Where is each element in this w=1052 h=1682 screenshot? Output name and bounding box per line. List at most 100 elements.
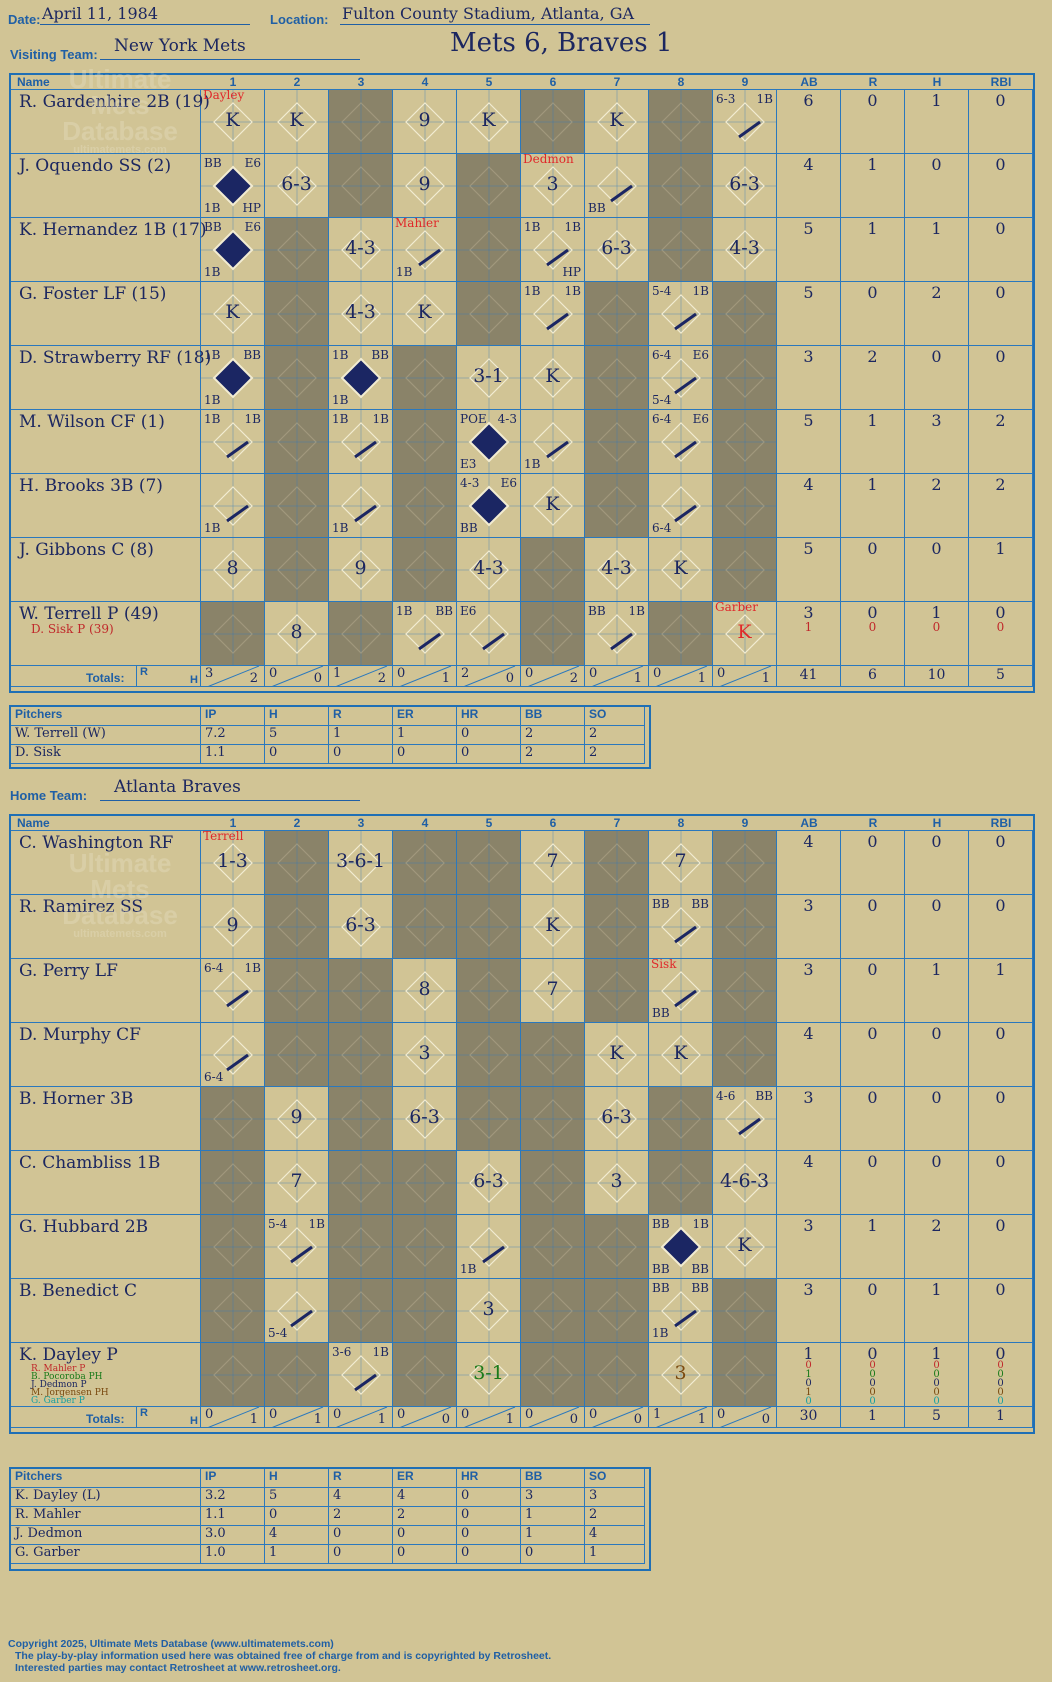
inning-header: 3 (357, 75, 365, 89)
pitcher-stat: 0 (457, 726, 521, 745)
play-result: K (737, 1234, 752, 1256)
diamond-graphic (201, 282, 265, 346)
diamond-graphic (393, 1023, 457, 1087)
player-name-cell: G. Hubbard 2B (11, 1215, 201, 1279)
scoring-cell (393, 831, 457, 895)
diamond-graphic (457, 346, 521, 410)
diamond-graphic (393, 1279, 457, 1343)
scoring-cell: K (201, 282, 265, 346)
play-result: 4-3 (729, 237, 760, 259)
diamond-graphic (585, 474, 649, 538)
diamond-graphic (585, 1279, 649, 1343)
scoring-cell (265, 346, 329, 410)
scoring-cell: 9 (265, 1087, 329, 1151)
stat-value: 0 (867, 1152, 878, 1171)
play-result: 4-3 (473, 557, 504, 579)
pitcher-stat: 2 (521, 726, 585, 745)
base-note: BB (435, 604, 453, 618)
game-total-value: 41 (799, 667, 818, 683)
stat-value: 5 (803, 219, 814, 238)
stat-value: 0 (995, 283, 1006, 302)
diamond-graphic (457, 1023, 521, 1087)
diamond-graphic (649, 1023, 713, 1087)
play-result: K (289, 109, 304, 131)
stat-cell: 0 (969, 1023, 1033, 1087)
sub-stat-value: 0 (996, 620, 1005, 634)
play-result: 1-3 (217, 850, 248, 872)
base-note: HP (562, 265, 581, 279)
pitcher-stat: 4 (585, 1526, 645, 1545)
base-note: 1B (524, 284, 541, 298)
game-date: April 11, 1984 (42, 4, 159, 23)
total-divider (718, 666, 772, 687)
player-name: D. Murphy CF (19, 1025, 141, 1045)
inning-header: 4 (421, 816, 429, 830)
watermark-line1: Ultimate (68, 64, 172, 94)
total-divider (526, 666, 580, 687)
stat-value: 0 (995, 832, 1006, 851)
scoring-cell: BB (585, 154, 649, 218)
pitcher-name: J. Dedmon (11, 1526, 201, 1545)
header-divider (11, 830, 1033, 831)
stat-value: 0 (867, 283, 878, 302)
pitcher-stat: 2 (393, 1507, 457, 1526)
stat-cell: 3 (777, 959, 841, 1023)
stat-cell: 4 (777, 831, 841, 895)
scoring-cell: 7 (521, 959, 585, 1023)
diamond-graphic (521, 474, 585, 538)
substitute-name: R. Mahler P (31, 1364, 86, 1374)
play-result: 6-3 (729, 173, 760, 195)
diamond-graphic (521, 538, 585, 602)
diamond-graphic (585, 1087, 649, 1151)
player-name: C. Chambliss 1B (19, 1153, 161, 1173)
stat-cell: 0 (905, 1087, 969, 1151)
footer-copyright: Copyright 2025, Ultimate Mets Database (… (8, 1638, 334, 1650)
diamond-graphic (265, 410, 329, 474)
sub-stat-value: 1 (805, 1387, 812, 1398)
scoring-cell: 1B Mahler (393, 216, 457, 282)
diamond-graphic (265, 154, 329, 218)
diamond-graphic (521, 1151, 585, 1215)
pitcher-stat: 4 (265, 1526, 329, 1545)
base-note: BB (204, 220, 222, 234)
player-name: B. Benedict C (19, 1281, 137, 1301)
scoring-cell: 4-3 E6 BB (457, 474, 521, 538)
stat-value: 0 (867, 896, 878, 915)
home-pitchers-table: Pitchers IP H R ER HR BB SO K. Dayley (L) 3.2 5 4 4 0… (9, 1467, 651, 1571)
diamond-graphic (201, 1087, 265, 1151)
play-result: 4-3 (345, 237, 376, 259)
stat-header: H (932, 816, 942, 830)
diamond-graphic (521, 602, 585, 666)
diamond-graphic (201, 538, 265, 602)
stat-value: 0 (867, 1280, 878, 1299)
diamond-graphic (585, 90, 649, 154)
base-note: 6-4 (652, 348, 672, 362)
diamond-graphic (457, 1215, 521, 1279)
sub-stat-value: 0 (932, 620, 941, 634)
base-note: 5-4 (268, 1217, 288, 1231)
scoring-cell (457, 895, 521, 959)
inning-runs: 0 (653, 666, 662, 681)
diamond-graphic (329, 474, 393, 538)
game-total-value: 30 (799, 1408, 818, 1424)
stat-cell: 0 (841, 1087, 905, 1151)
diamond-graphic (649, 282, 713, 346)
stat-cell: 2 (905, 282, 969, 346)
diamond-graphic (457, 1279, 521, 1343)
stat-value: 1 (995, 539, 1006, 558)
inning-runs: 0 (269, 1407, 278, 1422)
base-note: BB (460, 521, 478, 535)
pitcher-header: BB (521, 707, 585, 726)
stat-value: 0 (995, 603, 1006, 622)
diamond-graphic (265, 90, 329, 154)
pitcher-name: W. Terrell (W) (11, 726, 201, 745)
inning-header: 1 (229, 75, 237, 89)
pitcher-stat: 4 (393, 1488, 457, 1507)
scoring-cell: BB BB 1B (649, 1279, 713, 1343)
diamond-graphic (585, 1151, 649, 1215)
stat-value: 3 (803, 896, 814, 915)
watermark-line4: ultimatemets.com (73, 144, 167, 156)
